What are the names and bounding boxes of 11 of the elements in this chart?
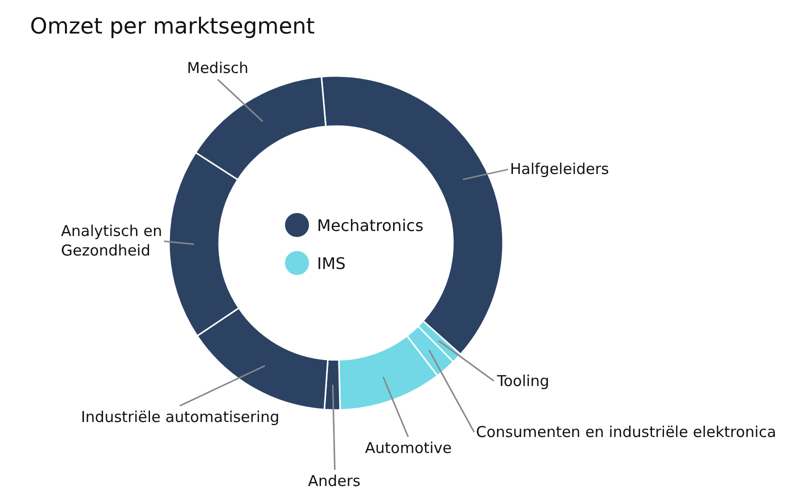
text: IMS <box>317 254 346 273</box>
slice-label: Analytisch en Gezondheid <box>61 222 162 260</box>
slice-label: Anders <box>308 472 361 490</box>
slice-label: Halfgeleiders <box>510 160 610 178</box>
slice-label: Tooling <box>496 372 550 390</box>
slice-label: Consumenten en industriële elektronica <box>476 423 776 441</box>
text: Mechatronics <box>317 216 424 235</box>
chart-title: Omzet per marktsegment <box>30 14 316 40</box>
slice-label: Medisch <box>187 59 248 77</box>
slice-label: Automotive <box>365 439 452 457</box>
slice-label: Industriële automatisering <box>81 408 280 426</box>
